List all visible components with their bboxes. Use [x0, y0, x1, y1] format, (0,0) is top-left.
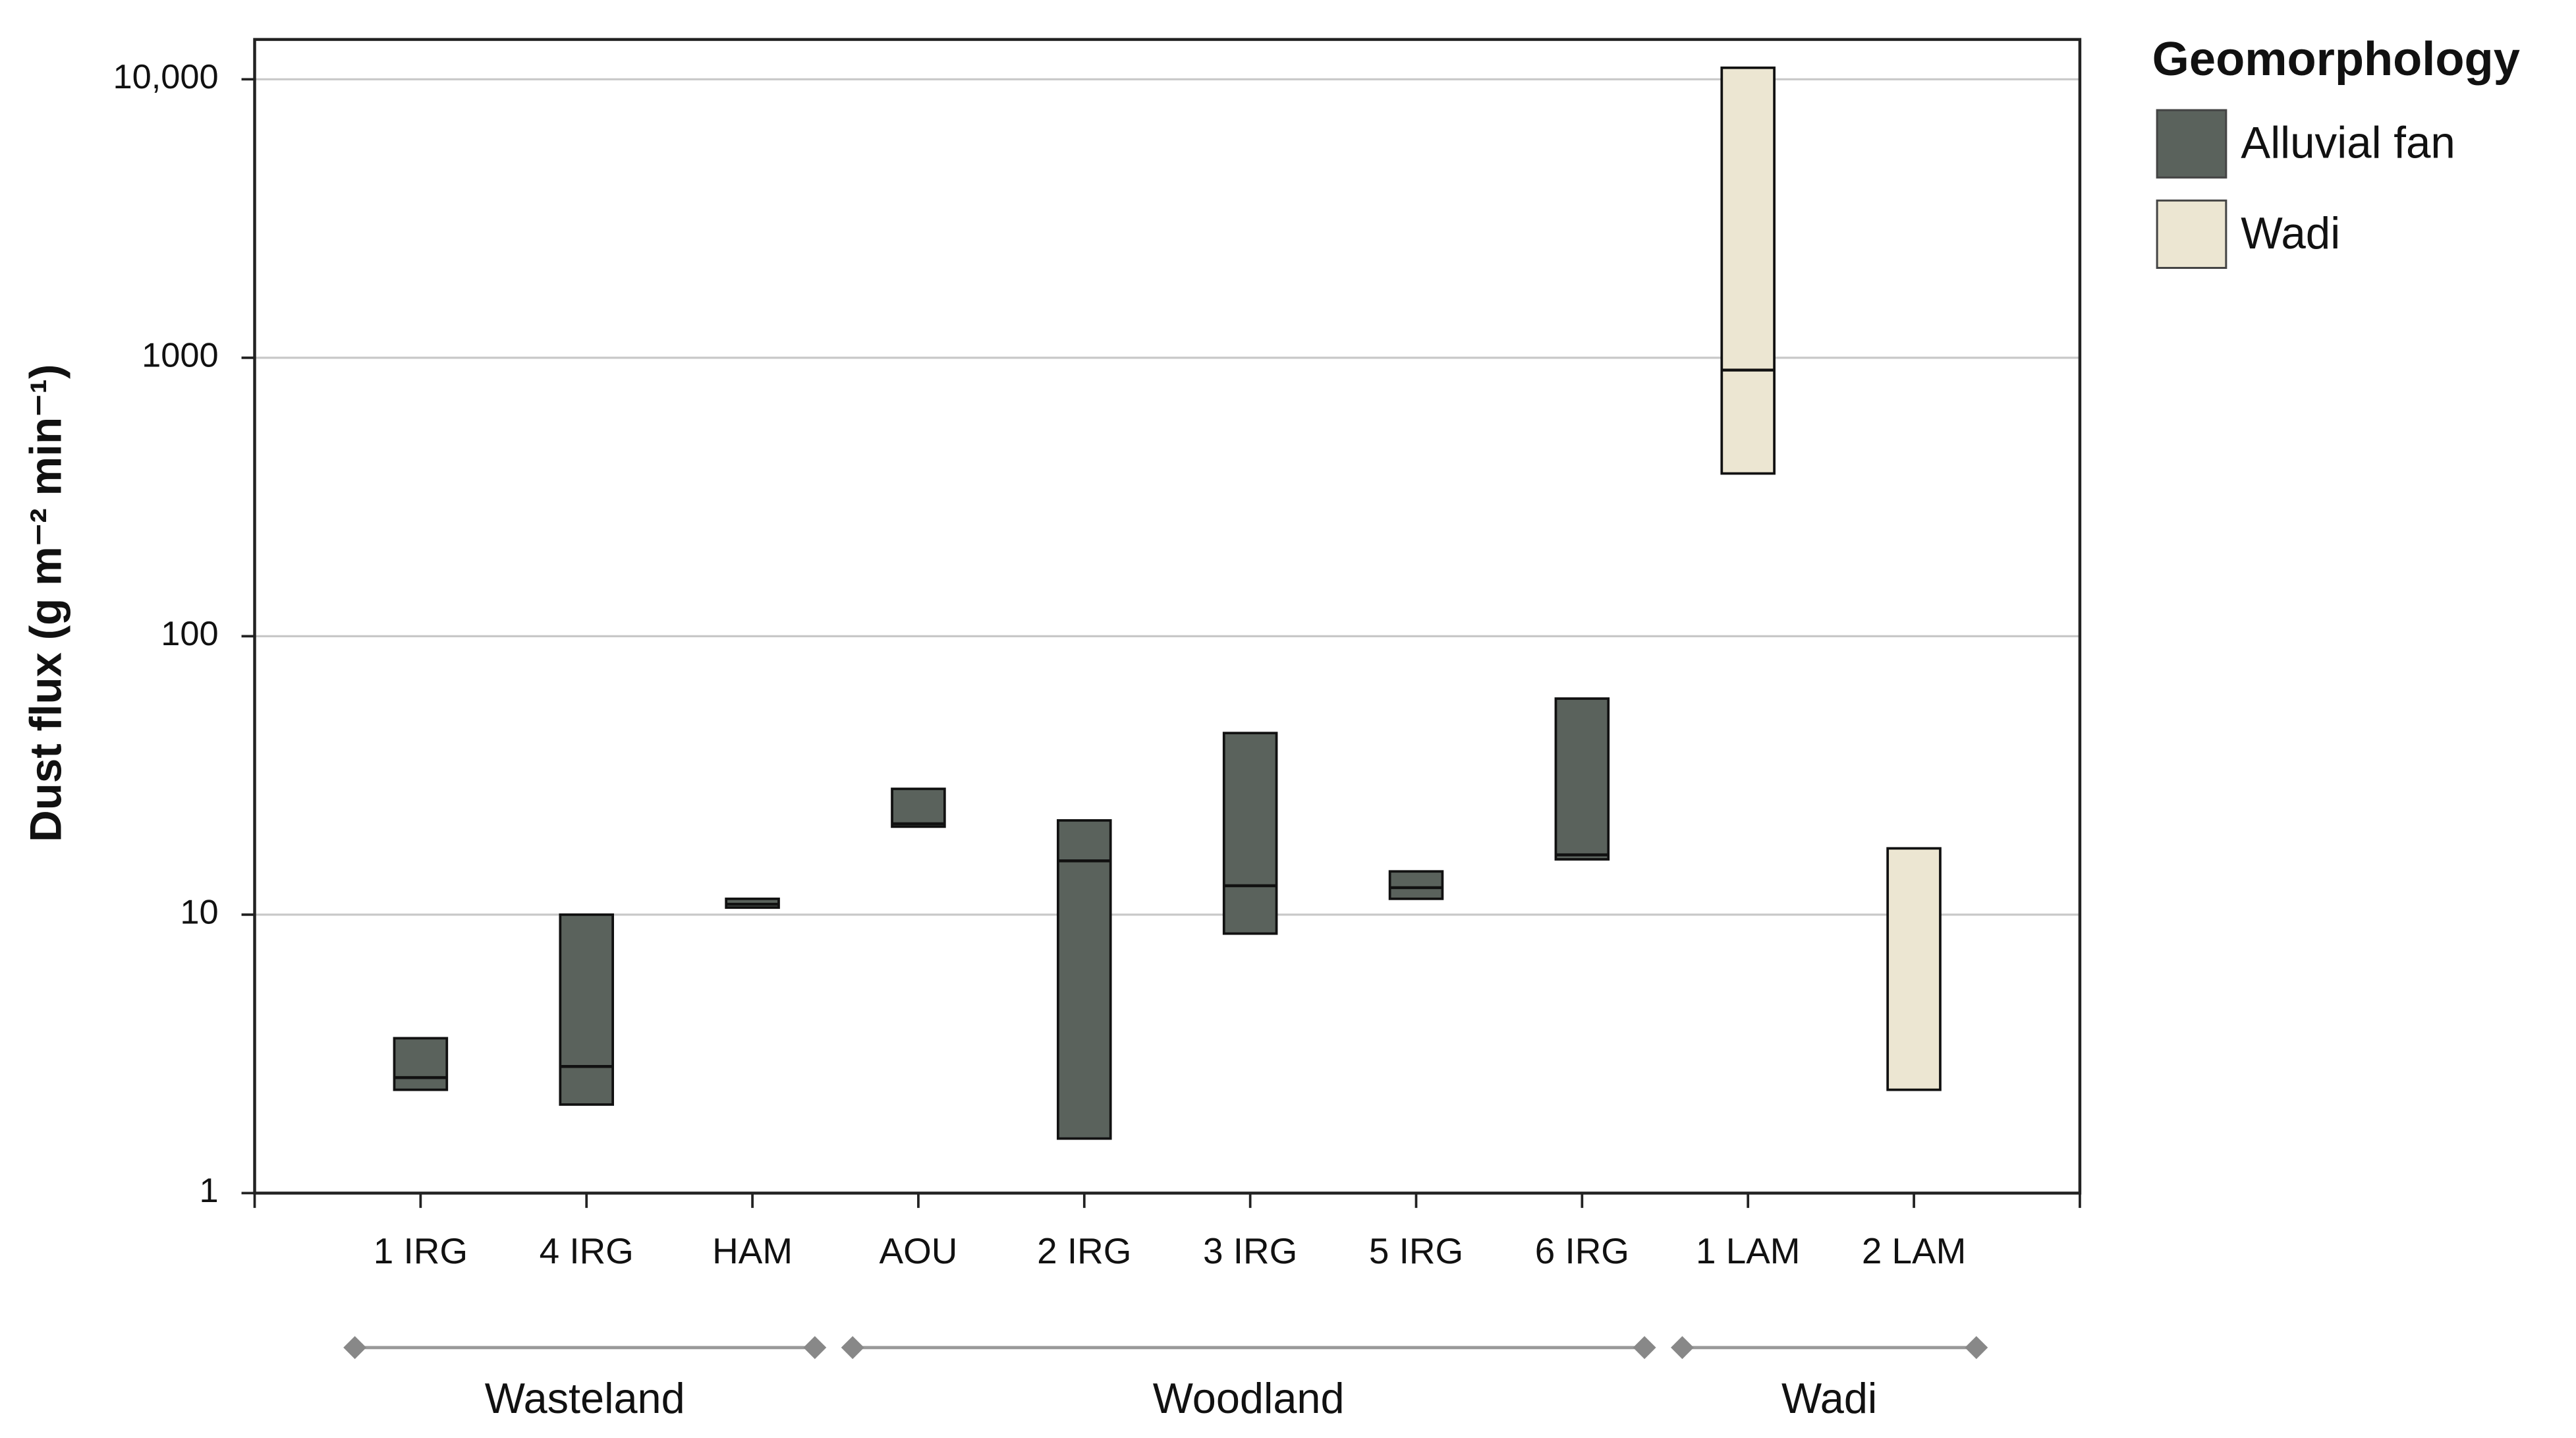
y-axis-label: Dust flux (g m⁻² min⁻¹): [22, 364, 71, 842]
x-tick-label: 6 IRG: [1535, 1230, 1629, 1271]
group-bracket-end: [1633, 1336, 1656, 1360]
legend-label: Alluvial fan: [2241, 119, 2455, 168]
group-label: Woodland: [1153, 1374, 1345, 1422]
range-bar: [1222, 732, 1278, 935]
range-bar: [1057, 819, 1112, 1140]
x-tick-label: 3 IRG: [1203, 1230, 1297, 1271]
range-bar: [393, 1037, 449, 1091]
group-bracket-end: [803, 1336, 827, 1360]
y-tick-label: 10,000: [113, 58, 218, 96]
range-bar: [1720, 66, 1776, 475]
plot-frame: [253, 38, 2082, 1195]
group-label: Wadi: [1781, 1374, 1877, 1422]
y-tick-label: 1: [200, 1172, 219, 1210]
group-bracket-end: [1671, 1336, 1694, 1360]
range-bar: [1554, 697, 1610, 861]
legend-swatch: [2156, 199, 2227, 269]
legend-swatch: [2156, 109, 2227, 179]
range-bar: [1388, 870, 1444, 900]
group-bracket-end: [841, 1336, 864, 1360]
range-bar: [1886, 847, 1942, 1091]
x-tick-label: 2 LAM: [1862, 1230, 1967, 1271]
legend-title: Geomorphology: [2152, 33, 2520, 86]
y-tick-label: 1000: [142, 337, 218, 375]
range-bar: [559, 913, 614, 1106]
x-tick-label: AOU: [880, 1230, 958, 1271]
group-bracket-end: [343, 1336, 367, 1360]
range-bar: [891, 788, 946, 828]
y-tick-label: 100: [161, 615, 218, 653]
x-tick-label: 1 LAM: [1696, 1230, 1801, 1271]
y-tick-label: 10: [180, 894, 218, 932]
group-label: Wasteland: [485, 1374, 685, 1422]
group-bracket-end: [1965, 1336, 1988, 1360]
x-tick-label: 5 IRG: [1369, 1230, 1463, 1271]
legend-label: Wadi: [2241, 209, 2340, 258]
x-tick-label: 1 IRG: [374, 1230, 468, 1271]
x-tick-label: 2 IRG: [1037, 1230, 1131, 1271]
x-tick-label: HAM: [712, 1230, 793, 1271]
x-tick-label: 4 IRG: [540, 1230, 634, 1271]
